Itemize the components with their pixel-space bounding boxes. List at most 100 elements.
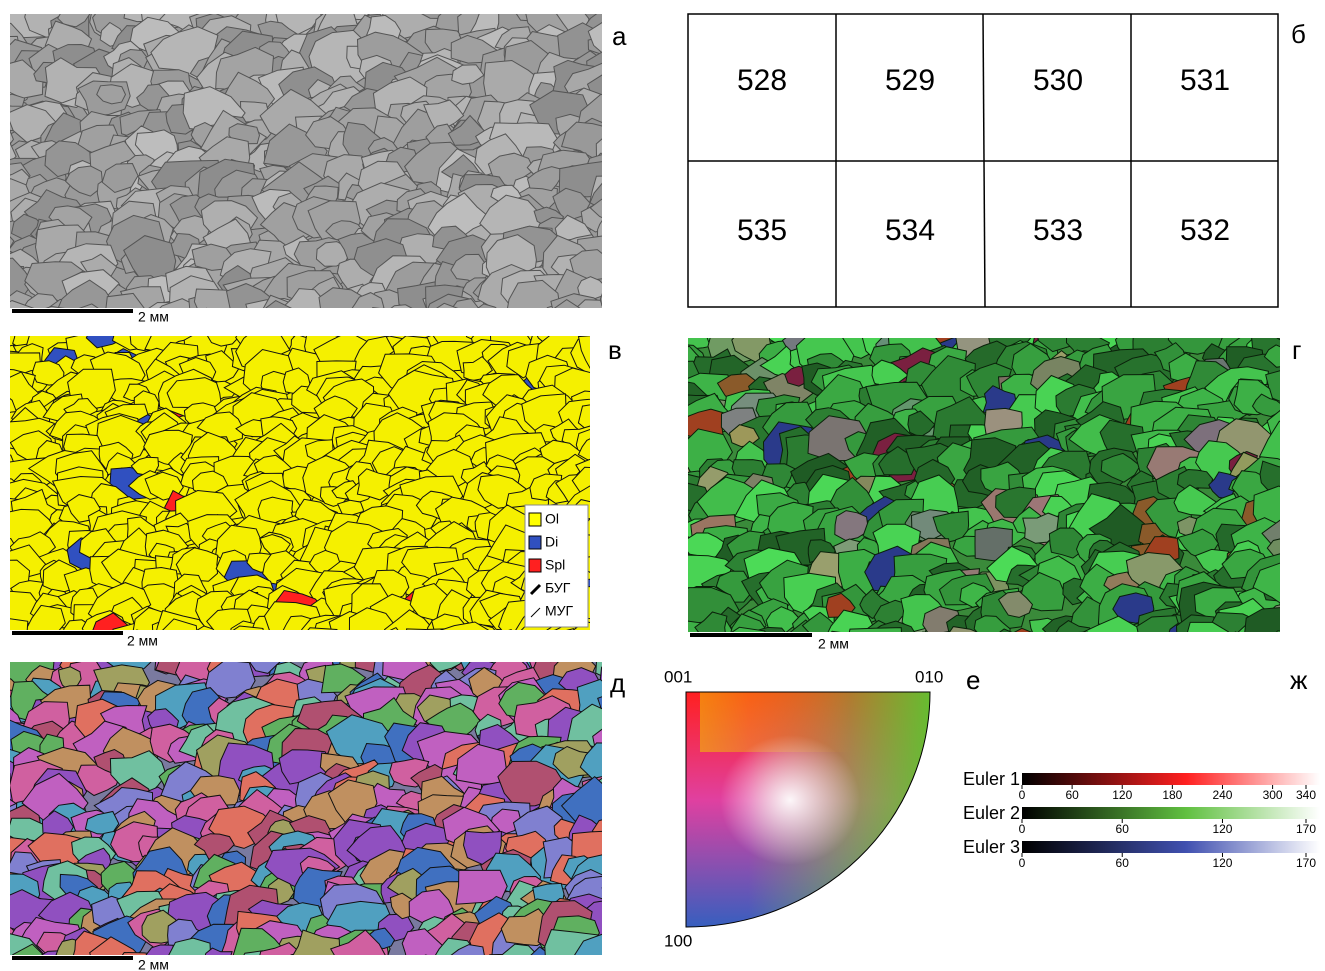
tick-label: 120 [1212, 856, 1232, 870]
grain [1294, 442, 1325, 465]
grain [1289, 465, 1318, 490]
grain [274, 952, 338, 971]
grain [599, 611, 647, 649]
grain [642, 613, 692, 647]
grain [1277, 556, 1310, 577]
legend-label: БУГ [545, 580, 571, 596]
grain [551, 294, 616, 331]
grain [411, 955, 439, 971]
grain [386, 625, 447, 661]
grain [1247, 654, 1279, 678]
tick-label: 180 [1162, 788, 1182, 802]
ipf-fill [720, 735, 860, 865]
tick-label: 170 [1296, 822, 1316, 836]
grain [491, 630, 524, 654]
ipf [686, 692, 936, 932]
grid-cell-number: 529 [885, 64, 935, 97]
grain [651, 466, 694, 498]
grain [1159, 640, 1228, 681]
tick-label: 60 [1116, 856, 1130, 870]
grain [1290, 612, 1321, 642]
grain [639, 298, 703, 339]
scale-label: 2 мм [138, 309, 169, 325]
colorbar [1022, 807, 1320, 819]
grain [1282, 383, 1317, 409]
panel-letter: д [610, 668, 625, 698]
grain [1014, 639, 1063, 674]
grid-cell-number: 533 [1033, 214, 1083, 247]
grain [0, 57, 8, 89]
grain [1177, 470, 1212, 491]
tick-label: 60 [1065, 788, 1079, 802]
grain [1125, 651, 1159, 670]
grain [1165, 659, 1194, 679]
grain [1034, 645, 1079, 677]
grain [593, 314, 616, 337]
panel-letter: б [1291, 19, 1306, 49]
grain [907, 287, 968, 343]
ipf-corner: 010 [915, 667, 943, 686]
tick-label: 0 [1019, 788, 1026, 802]
grain [640, 545, 686, 580]
grain [714, 308, 761, 339]
grain [142, 0, 196, 16]
grain [1215, 308, 1252, 337]
grain [599, 478, 631, 509]
tick-label: 0 [1019, 822, 1026, 836]
grain [74, 304, 115, 333]
grain [542, 304, 582, 338]
grain [639, 340, 687, 378]
grain [1045, 303, 1087, 341]
grain [608, 805, 651, 831]
tick-label: 0 [1019, 856, 1026, 870]
grain [612, 110, 638, 134]
grain [694, 297, 729, 330]
grain [1118, 633, 1152, 659]
grain [0, 618, 28, 656]
grain [589, 424, 636, 459]
grain [600, 290, 629, 318]
grain [336, 632, 373, 657]
grid-cell-number: 535 [737, 214, 787, 247]
tick-label: 240 [1212, 788, 1232, 802]
panel-letter: в [608, 335, 622, 365]
grain [86, 635, 116, 661]
grain [597, 840, 651, 890]
grain [91, 634, 127, 663]
grain [600, 415, 631, 441]
grain [592, 385, 651, 424]
colorbar-label: Euler 1 [963, 769, 1020, 789]
grain [223, 626, 266, 661]
legend-swatch [529, 536, 541, 549]
grain [704, 653, 735, 675]
grain [275, 315, 309, 339]
colorbar-label: Euler 2 [963, 803, 1020, 823]
grain [598, 689, 655, 729]
grid-line [983, 14, 985, 307]
grain [613, 274, 660, 316]
grid-cell-number: 531 [1180, 64, 1230, 97]
grain [965, 307, 1014, 334]
grain [651, 616, 683, 641]
grain [613, 237, 665, 275]
legend-label: Spl [545, 557, 565, 573]
grain [203, 957, 237, 971]
grain [682, 639, 719, 665]
grain [945, 627, 988, 664]
grain [1145, 637, 1186, 672]
grain [0, 103, 6, 124]
grain [0, 0, 3, 23]
grain [0, 351, 4, 371]
grain [0, 630, 8, 653]
grain [388, 628, 419, 650]
grain [243, 638, 272, 659]
panel-letter: г [1292, 335, 1301, 365]
grain [1005, 628, 1039, 663]
grain [591, 512, 632, 546]
grain [878, 644, 907, 663]
colorbar-label: Euler 3 [963, 837, 1020, 857]
grain [775, 648, 806, 671]
tick-label: 120 [1212, 822, 1232, 836]
grain [602, 872, 647, 901]
grain [0, 607, 7, 635]
